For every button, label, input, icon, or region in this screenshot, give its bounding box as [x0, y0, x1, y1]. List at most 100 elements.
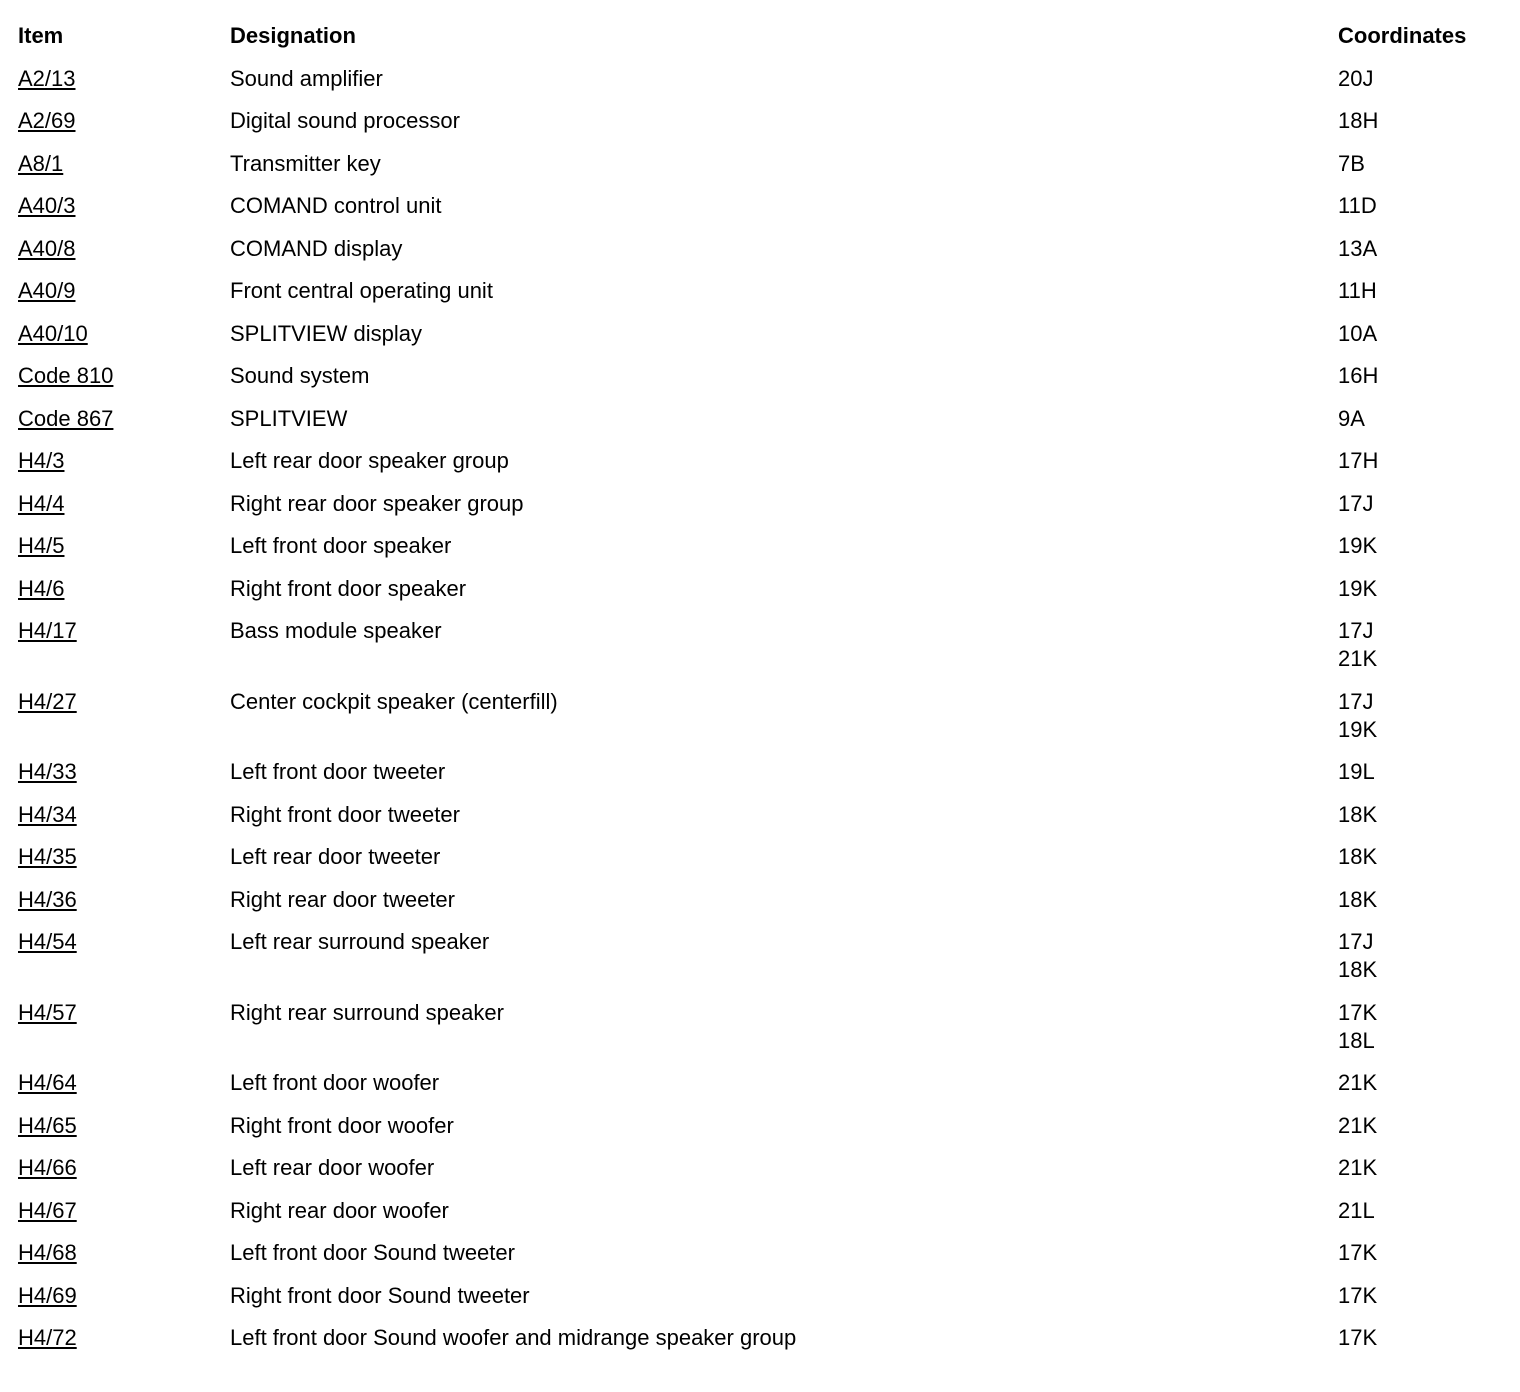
item-cell: A2/13	[18, 65, 230, 108]
item-link[interactable]: A40/3	[18, 193, 76, 218]
item-link[interactable]: H4/57	[18, 999, 77, 1025]
coordinates-cell: 7B	[1338, 150, 1518, 193]
item-cell: A8/1	[18, 150, 230, 193]
item-link[interactable]: H4/36	[18, 886, 77, 912]
coordinates-cell: 21K	[1338, 1112, 1518, 1155]
coordinate-value: 17J	[1338, 688, 1374, 714]
item-cell: H4/36	[18, 886, 230, 929]
designation-cell: Left front door speaker	[230, 533, 452, 558]
table-row: H4/69 Right front door Sound tweeter 17K	[18, 1282, 1518, 1325]
coordinate-value: 21K	[1338, 1112, 1378, 1138]
item-link[interactable]: A40/9	[18, 278, 76, 303]
item-link[interactable]: H4/5	[18, 533, 65, 558]
item-cell: H4/17	[18, 617, 230, 688]
item-cell: A40/10	[18, 320, 230, 363]
coordinates-cell: 17H	[1338, 447, 1518, 490]
coordinate-value: 17K	[1338, 1240, 1378, 1265]
designation-cell: Digital sound processor	[230, 108, 460, 133]
table-row: H4/64 Left front door woofer 21K	[18, 1069, 1518, 1112]
coordinates-cell: 16H	[1338, 362, 1518, 405]
coordinates-cell: 19L	[1338, 758, 1518, 801]
coordinate-value: 21K	[1338, 646, 1378, 671]
designation-cell: SPLITVIEW	[230, 405, 348, 431]
table-row: H4/27 Center cockpit speaker (centerfill)…	[18, 688, 1518, 759]
designation-cell: Transmitter key	[230, 150, 381, 176]
coordinates-cell: 18K	[1338, 843, 1518, 886]
coordinates-cell: 11H	[1338, 277, 1518, 320]
item-link[interactable]: H4/67	[18, 1197, 77, 1223]
item-cell: H4/3	[18, 447, 230, 490]
item-cell: H4/67	[18, 1197, 230, 1240]
table-row: A40/10 SPLITVIEW display 10A	[18, 320, 1518, 363]
item-link[interactable]: H4/33	[18, 759, 77, 784]
item-cell: H4/4	[18, 490, 230, 533]
designation-cell: Right front door tweeter	[230, 801, 460, 827]
item-link[interactable]: H4/27	[18, 688, 77, 714]
coordinates-cell: 17J 19K	[1338, 688, 1518, 759]
designation-cell: Left front door woofer	[230, 1070, 440, 1095]
item-link[interactable]: H4/17	[18, 618, 77, 643]
table-row: H4/4 Right rear door speaker group 17J	[18, 490, 1518, 533]
coordinate-value: 18K	[1338, 886, 1378, 912]
table-row: Code 810 Sound system 16H	[18, 362, 1518, 405]
coordinate-value: 19K	[1338, 575, 1378, 601]
table-row: H4/72 Left front door Sound woofer and mi…	[18, 1324, 1518, 1367]
coordinates-cell: 17K	[1338, 1324, 1518, 1367]
coordinate-value: 7B	[1338, 150, 1365, 176]
item-link[interactable]: H4/69	[18, 1282, 77, 1308]
coordinates-cell: 21K	[1338, 1154, 1518, 1197]
table-header-row: Item Designation Coordinates	[18, 22, 1518, 65]
table-row: H4/35 Left rear door tweeter 18K	[18, 843, 1518, 886]
item-link[interactable]: H4/35	[18, 844, 77, 869]
item-link[interactable]: H4/66	[18, 1155, 77, 1180]
item-link[interactable]: H4/34	[18, 801, 77, 827]
coordinate-value: 11H	[1338, 278, 1377, 303]
designation-cell: Right rear door woofer	[230, 1197, 449, 1223]
coordinate-value: 11D	[1338, 193, 1377, 218]
designation-cell: Center cockpit speaker (centerfill)	[230, 688, 558, 714]
designation-cell: Right front door speaker	[230, 575, 467, 601]
item-link[interactable]: H4/68	[18, 1240, 77, 1265]
designation-cell: Left front door Sound woofer and midrang…	[230, 1325, 797, 1350]
designation-cell: Left rear surround speaker	[230, 929, 490, 954]
table-row: Code 867 SPLITVIEW 9A	[18, 405, 1518, 448]
coordinate-value: 13A	[1338, 235, 1378, 261]
item-link[interactable]: H4/3	[18, 448, 65, 473]
item-link[interactable]: H4/65	[18, 1112, 77, 1138]
item-link[interactable]: H4/64	[18, 1070, 77, 1095]
item-link[interactable]: A40/8	[18, 235, 76, 261]
item-link[interactable]: H4/72	[18, 1325, 77, 1350]
coordinates-cell: 17J 18K	[1338, 928, 1518, 999]
item-link[interactable]: A40/10	[18, 320, 88, 346]
coordinate-value: 16H	[1338, 363, 1379, 388]
item-cell: H4/64	[18, 1069, 230, 1112]
table-row: H4/54 Left rear surround speaker 17J 18K	[18, 928, 1518, 999]
item-link[interactable]: A8/1	[18, 150, 64, 176]
coordinate-value: 17J	[1338, 618, 1374, 643]
designation-cell: Sound system	[230, 363, 370, 388]
coordinate-value: 17K	[1338, 1325, 1378, 1350]
coordinates-cell: 17K	[1338, 1282, 1518, 1325]
coordinate-value: 18K	[1338, 801, 1378, 827]
item-link[interactable]: Code 810	[18, 363, 114, 388]
item-link[interactable]: H4/6	[18, 575, 65, 601]
item-cell: H4/72	[18, 1324, 230, 1367]
coordinate-value: 18H	[1338, 108, 1379, 133]
table-row: H4/68 Left front door Sound tweeter 17K	[18, 1239, 1518, 1282]
table-body: A2/13 Sound amplifier 20J A2/69 Digital soun…	[18, 65, 1518, 1367]
item-link[interactable]: H4/54	[18, 929, 77, 954]
coordinates-cell: 11D	[1338, 192, 1518, 235]
component-table: Item Designation Coordinates A2/13 Sound …	[18, 22, 1518, 1367]
item-cell: H4/54	[18, 928, 230, 999]
item-link[interactable]: Code 867	[18, 405, 114, 431]
coordinate-value: 19L	[1338, 759, 1375, 784]
coordinate-value: 17K	[1338, 1282, 1378, 1308]
designation-cell: SPLITVIEW display	[230, 320, 422, 346]
item-link[interactable]: H4/4	[18, 490, 65, 516]
coordinates-cell: 21L	[1338, 1197, 1518, 1240]
table-row: H4/66 Left rear door woofer 21K	[18, 1154, 1518, 1197]
item-link[interactable]: A2/13	[18, 65, 76, 91]
designation-cell: Right front door woofer	[230, 1112, 454, 1138]
item-link[interactable]: A2/69	[18, 108, 76, 133]
coordinates-cell: 17K 18L	[1338, 999, 1518, 1070]
